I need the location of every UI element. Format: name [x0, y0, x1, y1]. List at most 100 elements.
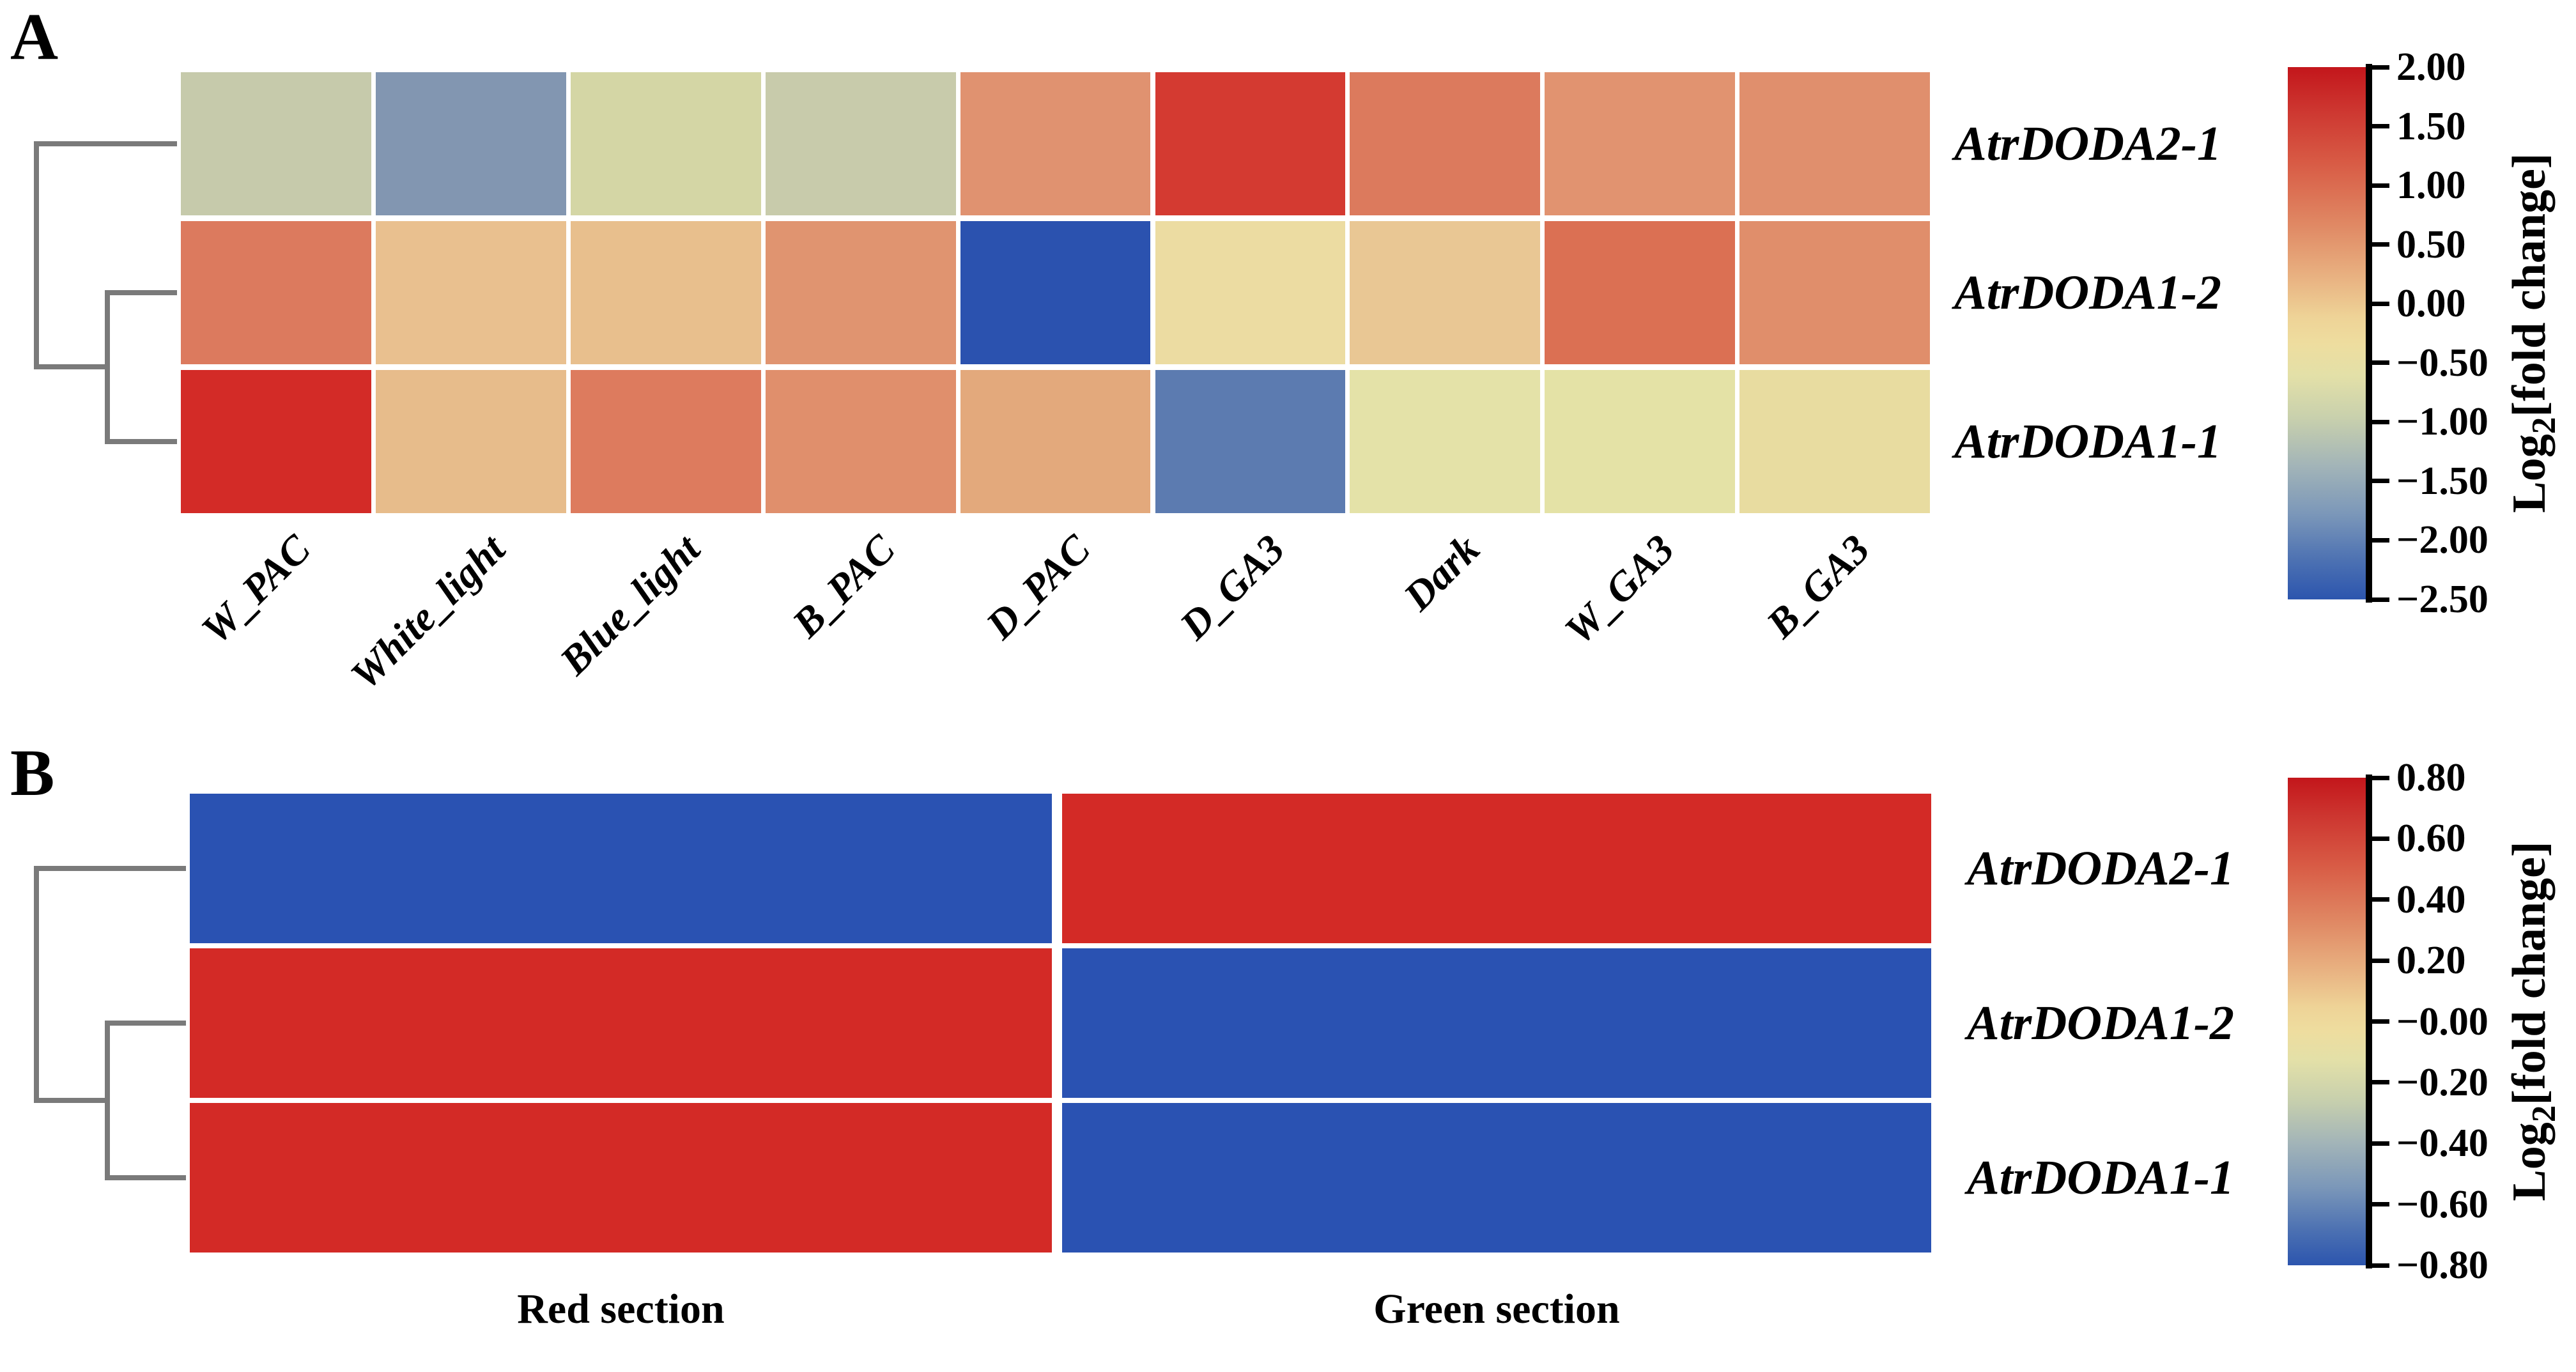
- colorbar-tick-label: −0.20: [2396, 1060, 2488, 1104]
- colorbar-tick-mark: [2372, 479, 2389, 484]
- colorbar-tick-mark: [2372, 301, 2389, 306]
- row-label: AtrDODA2-1: [1967, 842, 2235, 895]
- heatmap-cell-AtrDODA1-2-B_PAC: [765, 221, 956, 364]
- column-label: White_light: [342, 526, 514, 698]
- column-label: B_PAC: [783, 526, 904, 646]
- colorbar-tick-label: 0.20: [2396, 939, 2466, 983]
- colorbar-tick-mark: [2372, 1263, 2389, 1268]
- axis-label-log: Log: [2503, 1122, 2556, 1201]
- panel-b-letter: B: [10, 736, 55, 810]
- colorbar-tick-mark: [2372, 836, 2389, 841]
- colorbar-tick-mark: [2372, 1141, 2389, 1146]
- panel-a-dendrogram-outer-branch: [34, 141, 177, 369]
- colorbar-tick-label: 1.00: [2396, 164, 2466, 208]
- colorbar-tick-mark: [2372, 360, 2389, 366]
- heatmap-cell-AtrDODA1-1-Green section: [1062, 1103, 1931, 1253]
- colorbar-tick-label: −1.00: [2396, 400, 2488, 444]
- heatmap-cell-AtrDODA2-1-Red section: [190, 794, 1052, 943]
- colorbar-tick-mark: [2372, 419, 2389, 424]
- colorbar-tick-mark: [2372, 897, 2389, 902]
- colorbar-axis-label: Log2[fold change]: [2503, 153, 2563, 513]
- colorbar-tick-label: 0.00: [2396, 282, 2466, 326]
- heatmap-cell-AtrDODA1-2-Blue_light: [570, 221, 761, 364]
- colorbar-tick-label: −1.50: [2396, 459, 2488, 503]
- colorbar-gradient: [2288, 67, 2366, 599]
- axis-label-subscript: 2: [2524, 417, 2563, 435]
- heatmap-cell-AtrDODA1-1-D_PAC: [960, 370, 1151, 513]
- colorbar-axis-spine: [2366, 64, 2372, 603]
- axis-label-log: Log: [2503, 434, 2556, 513]
- colorbar-tick-label: 2.00: [2396, 45, 2466, 89]
- axis-label-subscript: 2: [2524, 1105, 2563, 1123]
- colorbar-tick-mark: [2372, 1202, 2389, 1207]
- heatmap-cell-AtrDODA2-1-Dark: [1350, 72, 1541, 215]
- heatmap-cell-AtrDODA2-1-Blue_light: [570, 72, 761, 215]
- colorbar-tick-label: −2.50: [2396, 578, 2488, 621]
- colorbar-tick-label: −0.60: [2396, 1182, 2488, 1226]
- colorbar-tick-label: 1.50: [2396, 104, 2466, 148]
- colorbar-tick-label: 0.80: [2396, 756, 2466, 799]
- heatmap-cell-AtrDODA2-1-D_GA3: [1155, 72, 1346, 215]
- colorbar-tick-mark: [2372, 537, 2389, 543]
- colorbar-tick-mark: [2372, 65, 2389, 70]
- panel-a-dendrogram-inner-branch: [105, 290, 177, 444]
- heatmap-cell-AtrDODA1-2-D_PAC: [960, 221, 1151, 364]
- colorbar-tick-label: −0.00: [2396, 999, 2488, 1044]
- colorbar-gradient: [2288, 778, 2366, 1265]
- colorbar-tick-mark: [2372, 597, 2389, 602]
- colorbar-tick-mark: [2372, 958, 2389, 963]
- heatmap-cell-AtrDODA2-1-B_GA3: [1739, 72, 1931, 215]
- row-label: AtrDODA2-1: [1954, 117, 2222, 171]
- colorbar-tick-label: 0.60: [2396, 817, 2466, 861]
- heatmap-cell-AtrDODA1-2-W_PAC: [181, 221, 371, 364]
- heatmap-cell-AtrDODA2-1-D_PAC: [960, 72, 1151, 215]
- colorbar-tick-mark: [2372, 1080, 2389, 1085]
- column-label: Dark: [1394, 526, 1488, 619]
- heatmap-cell-AtrDODA1-1-D_GA3: [1155, 370, 1346, 513]
- colorbar-tick-mark: [2372, 124, 2389, 129]
- row-label: AtrDODA1-1: [1954, 415, 2222, 468]
- heatmap-cell-AtrDODA1-1-W_PAC: [181, 370, 371, 513]
- column-label: D_PAC: [976, 526, 1099, 648]
- column-label: D_GA3: [1171, 526, 1293, 649]
- heatmap-cell-AtrDODA1-1-White_light: [375, 370, 566, 513]
- row-label: AtrDODA1-2: [1967, 996, 2235, 1050]
- column-label: B_GA3: [1757, 526, 1878, 647]
- heatmap-cell-AtrDODA2-1-W_GA3: [1545, 72, 1736, 215]
- heatmap-cell-AtrDODA1-1-W_GA3: [1545, 370, 1736, 513]
- heatmap-cell-AtrDODA1-2-D_GA3: [1155, 221, 1346, 364]
- panel-a-letter: A: [10, 0, 59, 73]
- heatmap-cell-AtrDODA1-1-Dark: [1350, 370, 1541, 513]
- row-label: AtrDODA1-1: [1967, 1151, 2235, 1205]
- colorbar-tick-label: −0.50: [2396, 341, 2488, 385]
- heatmap-cell-AtrDODA1-2-White_light: [375, 221, 566, 364]
- column-label: Blue_light: [551, 526, 709, 684]
- heatmap-cell-AtrDODA1-1-B_PAC: [765, 370, 956, 513]
- heatmap-cell-AtrDODA1-1-Blue_light: [570, 370, 761, 513]
- heatmap-cell-AtrDODA1-1-B_GA3: [1739, 370, 1931, 513]
- axis-label-rest: [fold change]: [2503, 841, 2556, 1106]
- heatmap-cell-AtrDODA1-1-Red section: [190, 1103, 1052, 1253]
- column-label: Green section: [1373, 1286, 1620, 1332]
- panel-b-dendrogram-inner-branch: [105, 1021, 186, 1180]
- heatmap-cell-AtrDODA1-2-Green section: [1062, 948, 1931, 1098]
- heatmap-cell-AtrDODA1-2-Red section: [190, 948, 1052, 1098]
- colorbar-tick-label: −2.00: [2396, 518, 2488, 562]
- heatmap-cell-AtrDODA1-2-Dark: [1350, 221, 1541, 364]
- colorbar-tick-mark: [2372, 775, 2389, 780]
- colorbar-tick-mark: [2372, 183, 2389, 188]
- heatmap-cell-AtrDODA1-2-B_GA3: [1739, 221, 1931, 364]
- colorbar-tick-mark: [2372, 1019, 2389, 1024]
- column-label: W_GA3: [1556, 526, 1683, 653]
- colorbar-tick-label: −0.40: [2396, 1121, 2488, 1166]
- colorbar-tick-label: −0.80: [2396, 1244, 2488, 1287]
- heatmap-cell-AtrDODA1-2-W_GA3: [1545, 221, 1736, 364]
- colorbar-axis-label: Log2[fold change]: [2503, 841, 2563, 1201]
- axis-label-rest: [fold change]: [2503, 153, 2556, 417]
- heatmap-cell-AtrDODA2-1-W_PAC: [181, 72, 371, 215]
- colorbar-axis-spine: [2366, 775, 2372, 1268]
- panel-b-dendrogram-outer-branch: [34, 866, 186, 1103]
- colorbar-tick-label: 0.40: [2396, 877, 2466, 921]
- heatmap-cell-AtrDODA2-1-B_PAC: [765, 72, 956, 215]
